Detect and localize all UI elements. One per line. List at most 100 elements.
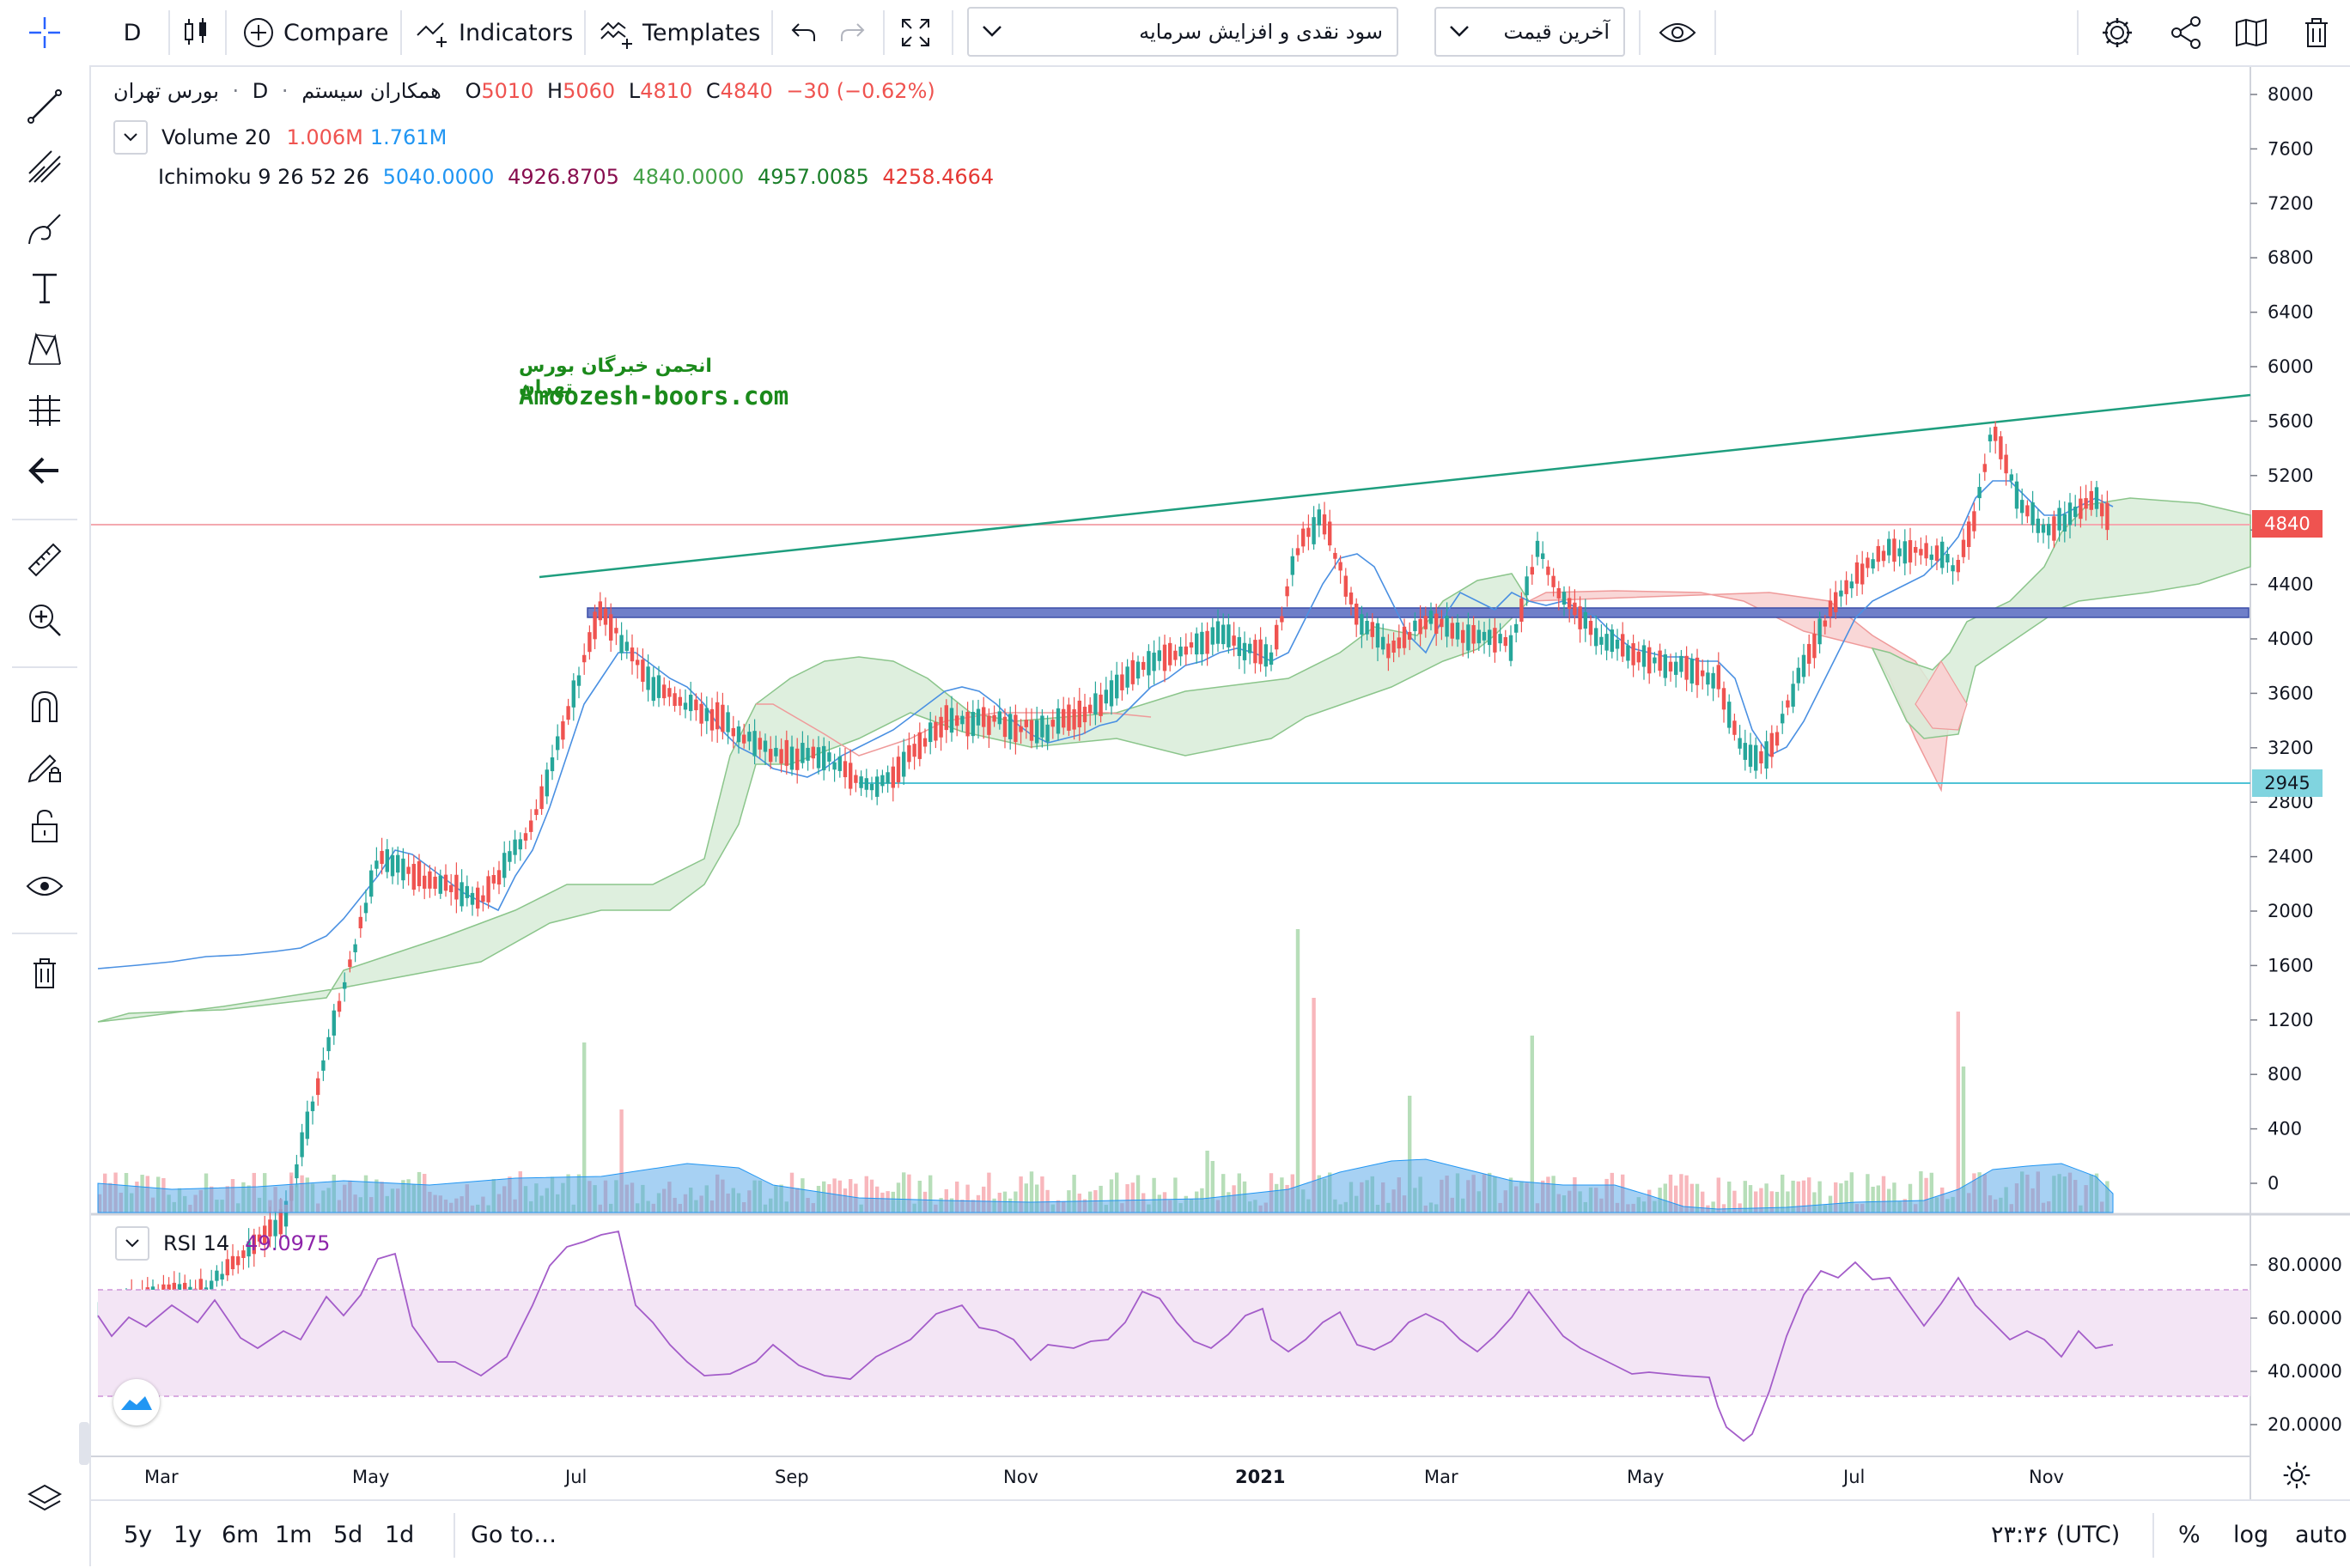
- pitchfork-tool-icon[interactable]: [19, 141, 70, 192]
- undo-icon[interactable]: [787, 0, 821, 65]
- price-type-dropdown[interactable]: آخرین قیمت: [1434, 7, 1625, 57]
- volume-bar: [1801, 1180, 1806, 1212]
- goto-button[interactable]: Go to…: [471, 1521, 557, 1548]
- chart-area[interactable]: 8000760072006800640060005600520048004400…: [91, 67, 2350, 1499]
- chart-settings-gear-icon[interactable]: [2281, 1460, 2312, 1494]
- percent-scale-toggle[interactable]: %: [2178, 1521, 2201, 1548]
- candle-body: [896, 757, 901, 783]
- candle-body: [1982, 464, 1987, 472]
- candle-body: [576, 675, 581, 686]
- volume-bar: [1759, 1188, 1763, 1212]
- unlock-icon[interactable]: [19, 800, 70, 852]
- price-axis[interactable]: 8000760072006800640060005600520048004400…: [2250, 84, 2313, 1194]
- templates-button[interactable]: Templates: [600, 0, 760, 65]
- candle-body: [1343, 575, 1348, 597]
- prediction-tool-icon[interactable]: [19, 385, 70, 436]
- ruler-icon[interactable]: [19, 534, 70, 586]
- candle-body: [1653, 657, 1657, 664]
- volume-bar: [1929, 1172, 1933, 1212]
- redo-icon[interactable]: [835, 0, 869, 65]
- volume-bar: [1019, 1176, 1023, 1212]
- gear-icon[interactable]: [2096, 0, 2139, 65]
- trash-icon[interactable]: [2295, 0, 2338, 65]
- support-zone[interactable]: [587, 607, 2250, 618]
- rsi-axis[interactable]: 80.0000 60.0000 40.0000 20.0000: [2250, 1255, 2342, 1435]
- range-button-1m[interactable]: 1m: [275, 1521, 313, 1548]
- candle-body: [1636, 651, 1641, 663]
- candle-body: [997, 711, 1001, 725]
- auto-scale-toggle[interactable]: auto: [2295, 1521, 2347, 1548]
- share-icon[interactable]: [2164, 0, 2207, 65]
- candle-body: [1615, 639, 1620, 649]
- fullscreen-icon[interactable]: [897, 0, 935, 65]
- candle-body: [875, 776, 880, 797]
- volume-bar: [1892, 1182, 1896, 1212]
- tradingview-logo-icon[interactable]: [113, 1379, 160, 1425]
- time-axis-label: 2021: [1235, 1467, 1286, 1487]
- crosshair-icon[interactable]: [0, 0, 89, 65]
- range-button-6m[interactable]: 6m: [222, 1521, 259, 1548]
- range-button-1y[interactable]: 1y: [174, 1521, 203, 1548]
- candle-body: [1823, 620, 1827, 627]
- candle-body: [1689, 659, 1694, 684]
- volume-bar: [1237, 1173, 1241, 1212]
- magnet-icon[interactable]: [19, 680, 70, 732]
- trash-icon[interactable]: [19, 948, 70, 1000]
- candle-body: [343, 982, 347, 989]
- candle-body: [305, 1111, 309, 1140]
- layers-icon[interactable]: [19, 1474, 70, 1525]
- trendline[interactable]: [539, 393, 2251, 579]
- candle-body: [646, 666, 650, 690]
- candle-body: [1215, 621, 1221, 644]
- interval-button[interactable]: D: [123, 19, 142, 46]
- volume-bar: [1072, 1175, 1076, 1212]
- symbol-search-dropdown[interactable]: سود نقدی و افزایش سرمایه: [967, 7, 1398, 57]
- candle-body: [971, 712, 975, 737]
- volume-bar: [928, 1175, 933, 1212]
- candle-body: [534, 809, 539, 816]
- candle-body: [369, 870, 374, 897]
- collapse-handle[interactable]: [79, 1422, 89, 1465]
- candle-body: [1082, 707, 1087, 723]
- candle-body: [550, 757, 555, 772]
- zoom-in-icon[interactable]: [19, 594, 70, 646]
- lock-drawings-icon[interactable]: [19, 740, 70, 792]
- volume-bar: [1029, 1171, 1034, 1212]
- add-circle-icon: [242, 16, 275, 49]
- collapse-legend-button[interactable]: [115, 1226, 149, 1261]
- candle-body: [1535, 540, 1540, 557]
- chevron-down-icon: [124, 133, 137, 142]
- pattern-tool-icon[interactable]: [19, 323, 70, 374]
- candle-body: [1391, 640, 1396, 653]
- back-arrow-icon[interactable]: [19, 445, 70, 496]
- compare-button[interactable]: Compare: [242, 0, 388, 65]
- candle-body: [1866, 557, 1870, 568]
- range-button-5d[interactable]: 5d: [333, 1521, 363, 1548]
- candles-icon[interactable]: [177, 0, 215, 65]
- trendline-tool-icon[interactable]: [19, 81, 70, 132]
- templates-icon: [600, 16, 636, 49]
- candle-body: [1072, 708, 1076, 730]
- range-button-5y[interactable]: 5y: [124, 1521, 153, 1548]
- object-tree-icon[interactable]: [2230, 0, 2273, 65]
- eye-icon[interactable]: [19, 860, 70, 912]
- timezone-clock[interactable]: ۲۳:۳۶ (UTC): [1991, 1521, 2121, 1548]
- symbol-search-value: سود نقدی و افزایش سرمایه: [1139, 20, 1383, 44]
- ichimoku-value-3: 4840.0000: [632, 165, 745, 189]
- brush-tool-icon[interactable]: [19, 203, 70, 254]
- range-button-1d[interactable]: 1d: [385, 1521, 415, 1548]
- eye-icon[interactable]: [1656, 0, 1699, 65]
- volume-bar: [1781, 1174, 1785, 1212]
- ichimoku-value-1: 5040.0000: [382, 165, 495, 189]
- rsi-line: [97, 1230, 2114, 1443]
- candle-body: [491, 875, 496, 884]
- legend-close: 4840: [720, 79, 773, 103]
- collapse-legend-button[interactable]: [113, 120, 148, 155]
- rsi-tick-label: 80.0000: [2268, 1255, 2342, 1275]
- text-tool-icon[interactable]: [19, 263, 70, 314]
- log-scale-toggle[interactable]: log: [2233, 1521, 2269, 1548]
- candle-body: [678, 696, 682, 706]
- indicators-button[interactable]: Indicators: [416, 0, 573, 65]
- candle-body: [1871, 559, 1875, 568]
- candle-body: [1881, 550, 1886, 562]
